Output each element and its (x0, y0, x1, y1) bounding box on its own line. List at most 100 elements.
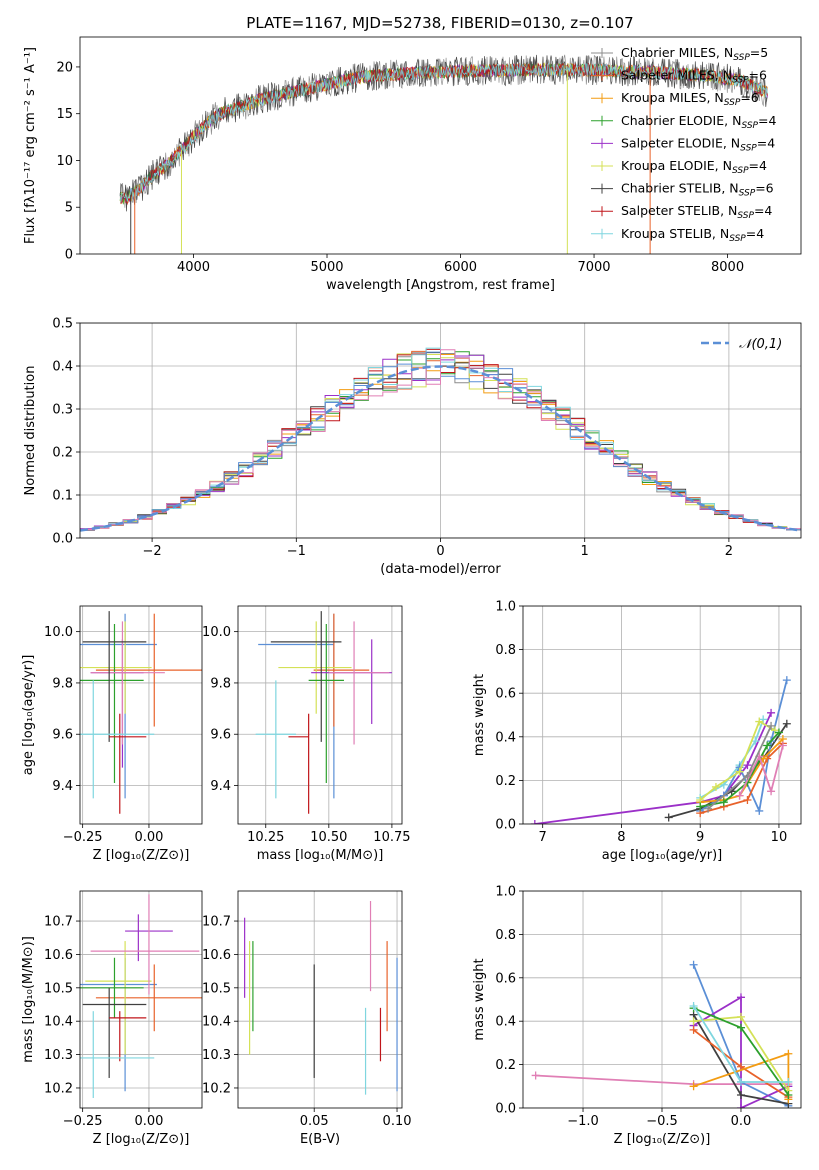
x-tick-label: −1.0 (567, 1114, 599, 1129)
errorbar-point (80, 1011, 155, 1098)
y-tick-label: 0.4 (495, 1015, 516, 1030)
y-tick-label: 0.5 (52, 317, 73, 332)
y-tick-label: 9.6 (52, 728, 73, 743)
weight-marker (774, 728, 783, 737)
y-tick-label: 0 (65, 248, 73, 263)
axes-frame (522, 890, 802, 1109)
x-axis-label: wavelength [Angstrom, rest frame] (326, 278, 555, 293)
y-tick-label: 0.6 (495, 687, 516, 702)
x-axis-label: Z [log₁₀(Z/Z⊙)] (93, 1132, 190, 1147)
legend-label: Kroupa ELODIE, NSSP=4 (621, 158, 767, 176)
x-tick-label: 6000 (444, 260, 477, 275)
weight-marker (736, 1077, 745, 1086)
y-tick-label: 0.4 (495, 730, 516, 745)
y-axis-label: Flux [fλ10⁻¹⁷ erg cm⁻² s⁻¹ A⁻¹] (23, 47, 38, 244)
weight-marker (784, 1077, 793, 1086)
y-tick-label: 10.3 (202, 1048, 231, 1063)
legend: Chabrier MILES, NSSP=5 Salpeter MILES, NS… (591, 45, 776, 244)
axes-frame (79, 890, 203, 1109)
axes-frame (522, 605, 802, 825)
panel-mass_vs_Z: −0.25 0.00 10.2 10.3 10.4 10.5 10.6 10.7 Z [log₁… (21, 890, 203, 1147)
y-axis-label: age [log₁₀(age/yr)] (21, 655, 36, 776)
weight-marker (767, 787, 776, 796)
weight-marker (736, 993, 745, 1002)
errorbar-point (80, 680, 155, 799)
weight-marker (689, 1082, 698, 1091)
errorbar-point (80, 623, 144, 783)
figure-title: PLATE=1167, MJD=52738, FIBERID=0130, z=0… (246, 14, 633, 32)
weight-marker (736, 1023, 745, 1032)
x-tick-label: 0.00 (134, 1114, 163, 1129)
errorbar-point (82, 611, 147, 742)
weight-marker (704, 804, 713, 813)
y-tick-label: 5 (65, 201, 73, 216)
x-tick-label: −0.25 (63, 830, 103, 845)
y-tick-label: 15 (56, 107, 73, 122)
weight-marker (743, 796, 752, 805)
legend-label: Salpeter ELODIE, NSSP=4 (621, 135, 775, 153)
weight-marker (711, 782, 720, 791)
x-axis-label: (data-model)/error (380, 562, 501, 577)
panel-mass_vs_ebv: 0.05 0.10 10.2 10.3 10.4 10.5 10.6 10.7 E(B-V) (202, 890, 412, 1147)
x-tick-label: 1 (581, 544, 589, 559)
errorbar-point (80, 957, 144, 1018)
weight-marker (755, 806, 764, 815)
legend-label: Kroupa MILES, NSSP=6 (621, 90, 759, 108)
x-tick-label: 10 (771, 830, 788, 845)
plot-area (523, 606, 801, 824)
x-tick-label: 0.00 (134, 830, 163, 845)
y-tick-label: 10 (56, 154, 73, 169)
legend-label: Salpeter STELIB, NSSP=4 (621, 203, 772, 221)
weight-marker (755, 717, 764, 726)
y-tick-label: 0.6 (495, 971, 516, 986)
legend-label: Chabrier MILES, NSSP=5 (621, 45, 768, 63)
weight-marker (782, 676, 791, 685)
y-tick-label: 0.8 (495, 928, 516, 943)
x-tick-label: 0.0 (731, 1114, 752, 1129)
y-tick-label: 1.0 (495, 885, 516, 900)
errorbar-point (311, 639, 392, 724)
panel-weight_vs_Z: −1.0 −0.5 0.0 0.0 0.2 0.4 0.6 0.8 1.0 Z [log₁₀(Z/… (472, 885, 802, 1147)
errorbar-point (308, 623, 344, 783)
y-tick-label: 0.4 (52, 360, 73, 375)
x-tick-label: 8 (617, 830, 625, 845)
plot-area (238, 891, 402, 1108)
weight-marker (689, 960, 698, 969)
weight-marker (696, 802, 705, 811)
x-axis-label: mass [log₁₀(M/M⊙)] (257, 848, 384, 863)
y-tick-label: 10.5 (44, 981, 73, 996)
weight-marker (763, 741, 772, 750)
y-tick-label: 0.0 (52, 532, 73, 547)
x-axis-label: E(B-V) (300, 1132, 340, 1147)
spectrum-line (119, 62, 768, 203)
weight-marker (743, 761, 752, 770)
panel-age_vs_mass: 10.25 10.50 10.75 9.4 9.6 9.8 10.0 mass [log₁₀(… (202, 605, 411, 863)
y-tick-label: 10.2 (44, 1081, 73, 1096)
weight-marker (719, 798, 728, 807)
plot-area (80, 891, 202, 1108)
y-tick-label: 0.0 (495, 1102, 516, 1117)
errorbar-point (313, 613, 370, 727)
y-tick-label: 9.8 (52, 676, 73, 691)
weight-marker (689, 1017, 698, 1026)
y-tick-label: 9.4 (52, 779, 73, 794)
x-tick-label: −1 (287, 544, 306, 559)
errorbar-point (109, 1011, 147, 1062)
y-tick-label: 10.0 (44, 625, 73, 640)
weight-marker (736, 1090, 745, 1099)
x-tick-label: −2 (143, 544, 162, 559)
weight-marker (735, 767, 744, 776)
legend-label: Chabrier ELODIE, NSSP=4 (621, 113, 776, 131)
x-tick-label: 7000 (577, 260, 610, 275)
y-tick-label: 0.1 (52, 489, 73, 504)
panel-age_vs_Z: −0.25 0.00 9.4 9.6 9.8 10.0 Z [log₁₀(Z/Z⊙)] age… (21, 605, 203, 863)
weight-marker (530, 820, 539, 824)
plot-area (80, 323, 801, 538)
plot-area (80, 606, 202, 824)
x-axis-label: age [log₁₀(age/yr)] (602, 848, 723, 863)
weight-marker (689, 1002, 698, 1011)
plot-area (523, 891, 801, 1108)
y-tick-label: 9.6 (210, 728, 231, 743)
weight-series (534, 712, 772, 824)
weight-marker (689, 1025, 698, 1034)
